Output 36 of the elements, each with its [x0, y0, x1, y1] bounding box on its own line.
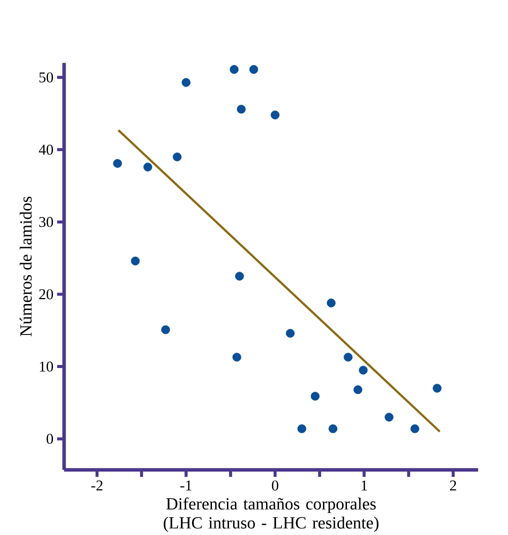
point [432, 384, 442, 393]
y-tick-label: 0 [46, 434, 53, 444]
point [249, 65, 258, 74]
y-tick-label: 40 [38, 144, 53, 155]
point [172, 152, 182, 162]
x-axis-title: Diferencia tamaños corporales (LHC intruso - LHC residente) [164, 497, 378, 532]
point [230, 65, 239, 74]
point [270, 110, 280, 120]
point [286, 328, 295, 338]
point [384, 412, 394, 422]
x-tick-label: 1 [362, 480, 367, 490]
point [354, 385, 362, 394]
point [344, 352, 353, 362]
point [161, 325, 170, 334]
point [232, 352, 242, 362]
point [113, 159, 122, 168]
point [358, 366, 368, 375]
point [410, 424, 420, 434]
point [326, 298, 336, 308]
x-tick-label: 2 [450, 480, 456, 490]
point [328, 424, 338, 434]
y-tick-label: 50 [39, 72, 53, 82]
y-axis-title: Números de lamidos [20, 196, 32, 336]
x-tick-label: -1 [180, 480, 192, 490]
point [236, 104, 246, 114]
x-tick-label: -2 [91, 480, 102, 490]
point [297, 424, 306, 434]
y-tick-label: 30 [39, 216, 53, 228]
point [235, 272, 244, 281]
point [310, 392, 320, 401]
point [143, 162, 152, 172]
point [182, 78, 190, 87]
point [130, 256, 140, 266]
y-tick-label: 10 [40, 361, 53, 372]
x-tick-label: 0 [272, 480, 278, 491]
y-tick-label: 20 [39, 289, 53, 300]
